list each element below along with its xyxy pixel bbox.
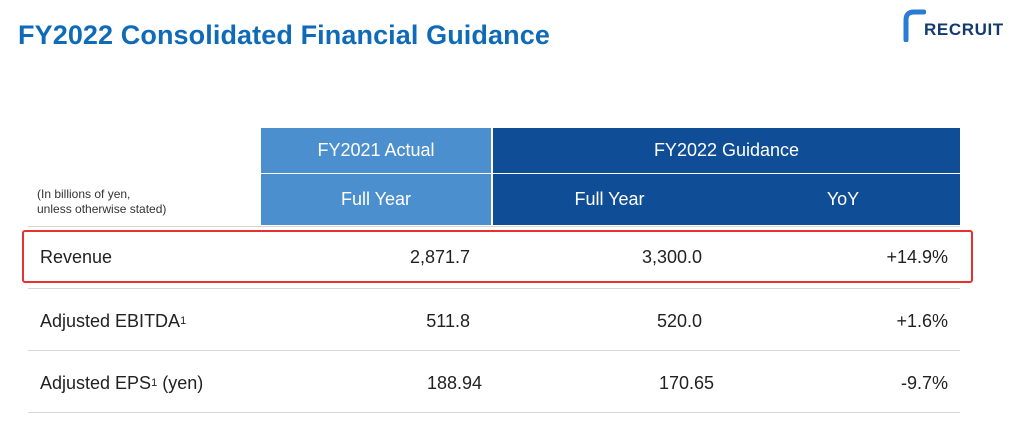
table-rule (28, 350, 960, 351)
row-fy2022-value: 520.0 (656, 310, 702, 331)
row-fy2021-value: 188.94 (426, 372, 482, 393)
logo-text: RECRUIT (924, 20, 1004, 39)
page-title: FY2022 Consolidated Financial Guidance (18, 20, 550, 50)
header-fy2021-full-year: Full Year (261, 173, 491, 225)
row-label: Adjusted EBITDA 1 (40, 310, 187, 331)
header-fy2022-guidance: FY2022 Guidance (493, 128, 960, 173)
header-fy2022-guidance-label: FY2022 Guidance (653, 140, 800, 160)
row-fy2021-value: 511.8 (426, 310, 470, 331)
recruit-logo: RECRUIT (902, 8, 1012, 44)
row-yoy-value: +1.6% (896, 310, 948, 331)
header-fy2022-full-year: Full Year (493, 174, 726, 225)
table-row-adjusted-eps: Adjusted EPS 1 (yen) 188.94 170.65 -9.7% (28, 358, 960, 408)
header-yoy: YoY (726, 174, 960, 225)
table-row-revenue: Revenue 2,871.7 3,300.0 +14.9% (28, 232, 960, 282)
header-fy2021-actual-label: FY2021 Actual (317, 140, 435, 160)
row-yoy-value: +14.9% (886, 246, 948, 267)
row-fy2021-value: 2,871.7 (409, 246, 470, 267)
row-label: Revenue (40, 246, 113, 267)
units-note-line2: unless otherwise stated) (37, 202, 167, 216)
logo-mark-icon (903, 9, 926, 42)
row-fy2022-value: 170.65 (658, 372, 714, 393)
revenue-highlight-box (22, 230, 973, 283)
header-fy2022-subheaders: Full Year YoY (493, 173, 960, 225)
header-fy2021-full-year-label: Full Year (340, 189, 412, 209)
table-rule (28, 226, 960, 227)
header-fy2021-actual: FY2021 Actual (261, 128, 491, 173)
table-rule (28, 288, 960, 289)
units-note: (In billions of yen, unless otherwise st… (37, 187, 166, 217)
row-fy2022-value: 3,300.0 (641, 246, 702, 267)
units-note-line1: (In billions of yen, (37, 187, 131, 201)
table-rule (28, 412, 960, 413)
row-label: Adjusted EPS 1 (yen) (40, 372, 204, 393)
header-yoy-label: YoY (826, 189, 860, 209)
row-yoy-value: -9.7% (900, 372, 948, 393)
table-row-adjusted-ebitda: Adjusted EBITDA 1 511.8 520.0 +1.6% (28, 296, 960, 346)
header-fy2022-full-year-label: Full Year (574, 189, 645, 209)
